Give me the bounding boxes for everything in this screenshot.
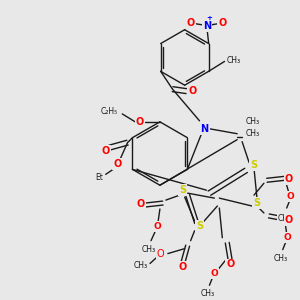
Text: +: +	[207, 15, 213, 21]
Text: O: O	[211, 269, 218, 278]
Text: O: O	[187, 18, 195, 28]
Text: O: O	[284, 215, 293, 225]
Text: O: O	[218, 18, 227, 28]
Text: O: O	[137, 199, 145, 209]
Text: O: O	[287, 192, 295, 201]
Text: S: S	[254, 198, 260, 208]
Text: C₂H₅: C₂H₅	[101, 107, 118, 116]
Text: O: O	[284, 174, 293, 184]
Text: O: O	[136, 117, 144, 127]
Text: O: O	[102, 146, 110, 156]
Text: S: S	[250, 160, 258, 170]
Text: O: O	[113, 159, 122, 170]
Text: O: O	[188, 86, 196, 96]
Text: CH₃: CH₃	[246, 129, 260, 138]
Text: O: O	[153, 222, 161, 231]
Text: O: O	[178, 262, 187, 272]
Text: CH₃: CH₃	[134, 261, 148, 270]
Text: S: S	[196, 221, 203, 231]
Text: CH₃: CH₃	[200, 289, 214, 298]
Text: N: N	[202, 21, 211, 31]
Text: CH₃: CH₃	[142, 245, 156, 254]
Text: Et: Et	[95, 173, 103, 182]
Text: CH₃: CH₃	[278, 214, 292, 223]
Text: CH₃: CH₃	[246, 117, 260, 126]
Text: O: O	[284, 233, 292, 242]
Text: S: S	[179, 185, 186, 195]
Text: N: N	[200, 124, 208, 134]
Text: O: O	[156, 249, 164, 259]
Text: CH₃: CH₃	[274, 254, 288, 262]
Text: CH₃: CH₃	[226, 56, 241, 65]
Text: O: O	[226, 260, 234, 269]
